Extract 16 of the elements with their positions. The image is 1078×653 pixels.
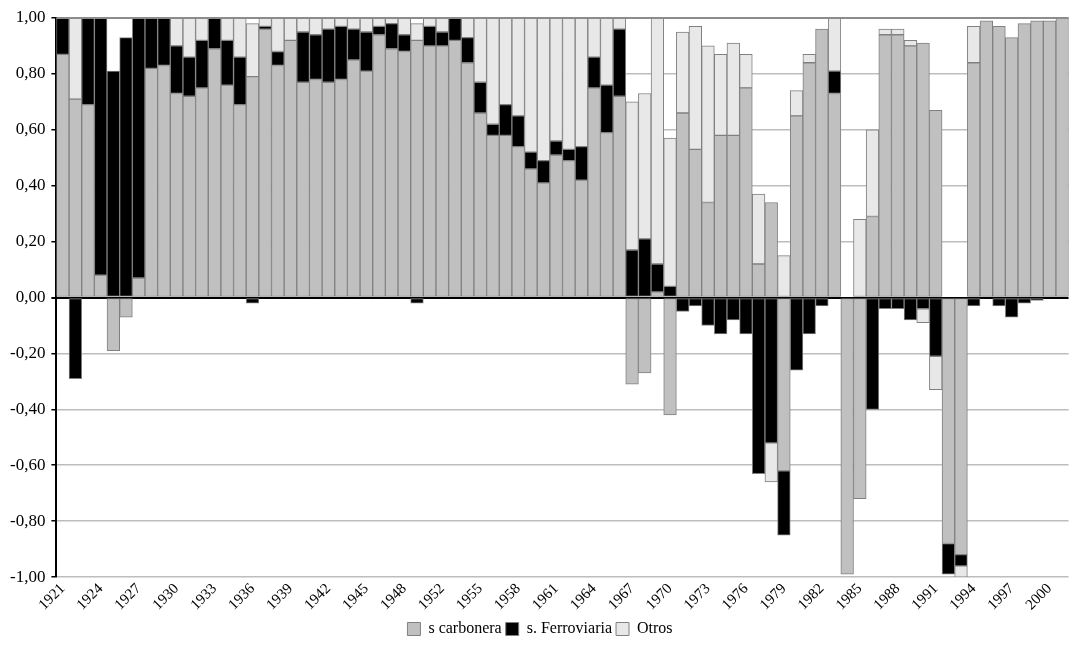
x-tick-label: 1939 — [262, 580, 296, 613]
y-tick-label: 0,20 — [15, 231, 46, 251]
y-tick-label: 1,00 — [15, 7, 46, 27]
y-tick-label: -1,00 — [9, 566, 46, 586]
y-tick-label: -0,80 — [9, 510, 46, 530]
y-tick-label: 0,80 — [15, 63, 46, 83]
y-tick-label: 0,60 — [15, 119, 46, 139]
y-tick-label: -0,60 — [9, 454, 46, 474]
legend-label: Otros — [637, 619, 673, 637]
y-tick-label: 0,00 — [15, 287, 46, 306]
legend-label: s carbonera — [428, 619, 502, 637]
x-tick-label: 1942 — [300, 580, 334, 613]
legend-label: s. Ferroviaria — [526, 619, 613, 637]
y-tick-label: 0,40 — [15, 175, 46, 195]
y-tick-label: -0,40 — [9, 398, 46, 418]
y-tick-label: -0,20 — [9, 342, 46, 362]
